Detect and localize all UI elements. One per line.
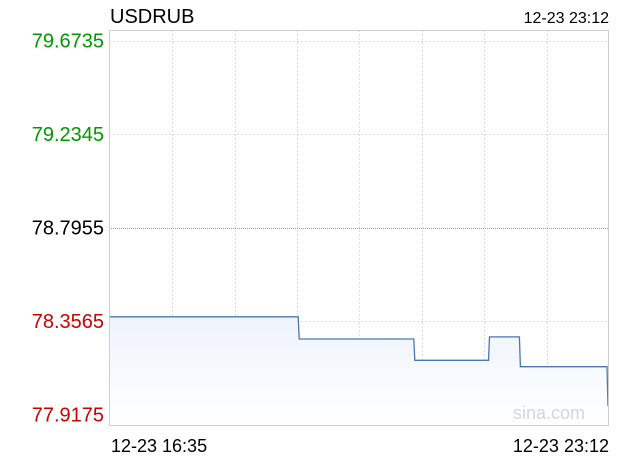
- price-series: [109, 316, 609, 407]
- chart-title: USDRUB: [110, 6, 194, 28]
- y-tick-label-3: 78.7955: [32, 218, 104, 240]
- y-tick-label-1: 79.6735: [32, 31, 104, 53]
- area-fill: [109, 316, 608, 426]
- plot-frame: [109, 30, 609, 426]
- watermark-text: sina.com: [513, 403, 585, 423]
- plot-border: [109, 30, 609, 426]
- y-tick-label-4: 78.3565: [32, 311, 104, 333]
- series-line: [109, 316, 609, 407]
- x-tick-label-start: 12-23 16:35: [111, 436, 207, 456]
- y-axis-ticks: 79.6735 79.2345 78.7955 78.3565 77.9175: [32, 31, 104, 427]
- y-tick-label-2: 79.2345: [32, 124, 104, 146]
- x-tick-label-end: 12-23 23:12: [513, 436, 609, 456]
- series-area: [109, 316, 608, 426]
- y-tick-label-5: 77.9175: [32, 405, 104, 427]
- chart-timestamp: 12-23 23:12: [524, 10, 610, 27]
